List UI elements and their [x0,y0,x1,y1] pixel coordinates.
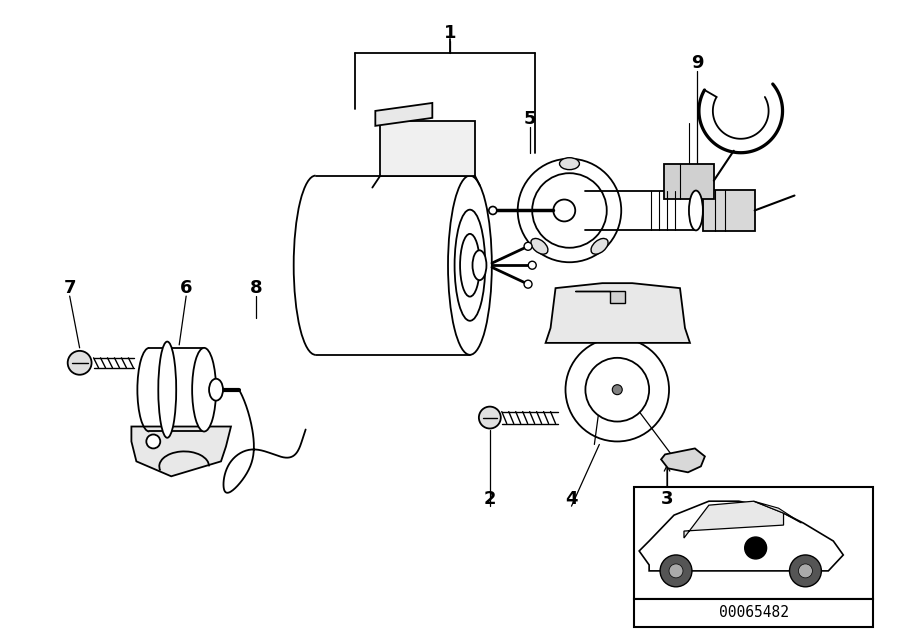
Circle shape [147,434,160,448]
Text: 4: 4 [565,490,578,508]
Polygon shape [703,190,755,231]
Text: 5: 5 [524,110,536,128]
Circle shape [68,351,92,375]
Text: 00065482: 00065482 [719,605,788,620]
Ellipse shape [209,378,223,401]
Bar [634,487,873,599]
Circle shape [479,406,500,429]
Circle shape [789,555,822,587]
Polygon shape [684,501,784,538]
Circle shape [660,555,692,587]
Polygon shape [575,291,626,303]
Ellipse shape [158,342,176,438]
Text: 7: 7 [63,279,76,297]
Text: 9: 9 [690,54,703,72]
Polygon shape [753,501,802,523]
Ellipse shape [192,348,216,432]
Polygon shape [375,103,432,126]
Circle shape [798,564,813,578]
Ellipse shape [591,239,608,254]
Polygon shape [639,501,843,571]
Bar [634,599,873,627]
Circle shape [744,537,767,559]
Circle shape [524,280,532,288]
Text: 8: 8 [249,279,262,297]
Ellipse shape [689,190,703,231]
Polygon shape [664,164,714,199]
Ellipse shape [460,234,480,297]
Circle shape [585,358,649,422]
Text: 2: 2 [483,490,496,508]
Ellipse shape [472,250,486,280]
Text: 1: 1 [444,24,456,43]
Polygon shape [381,121,475,176]
Polygon shape [662,448,705,472]
Bar [316,176,470,355]
Circle shape [528,261,536,269]
Polygon shape [545,283,690,343]
Ellipse shape [554,199,575,222]
Ellipse shape [532,173,607,248]
Ellipse shape [560,157,580,170]
Circle shape [489,206,497,215]
Text: 6: 6 [180,279,193,297]
Circle shape [612,385,622,395]
Ellipse shape [448,176,491,355]
Circle shape [565,338,669,441]
Ellipse shape [518,159,621,262]
Text: 3: 3 [661,490,673,508]
Polygon shape [131,427,231,476]
Circle shape [669,564,683,578]
Ellipse shape [531,239,548,254]
Circle shape [524,243,532,250]
Ellipse shape [454,210,485,321]
